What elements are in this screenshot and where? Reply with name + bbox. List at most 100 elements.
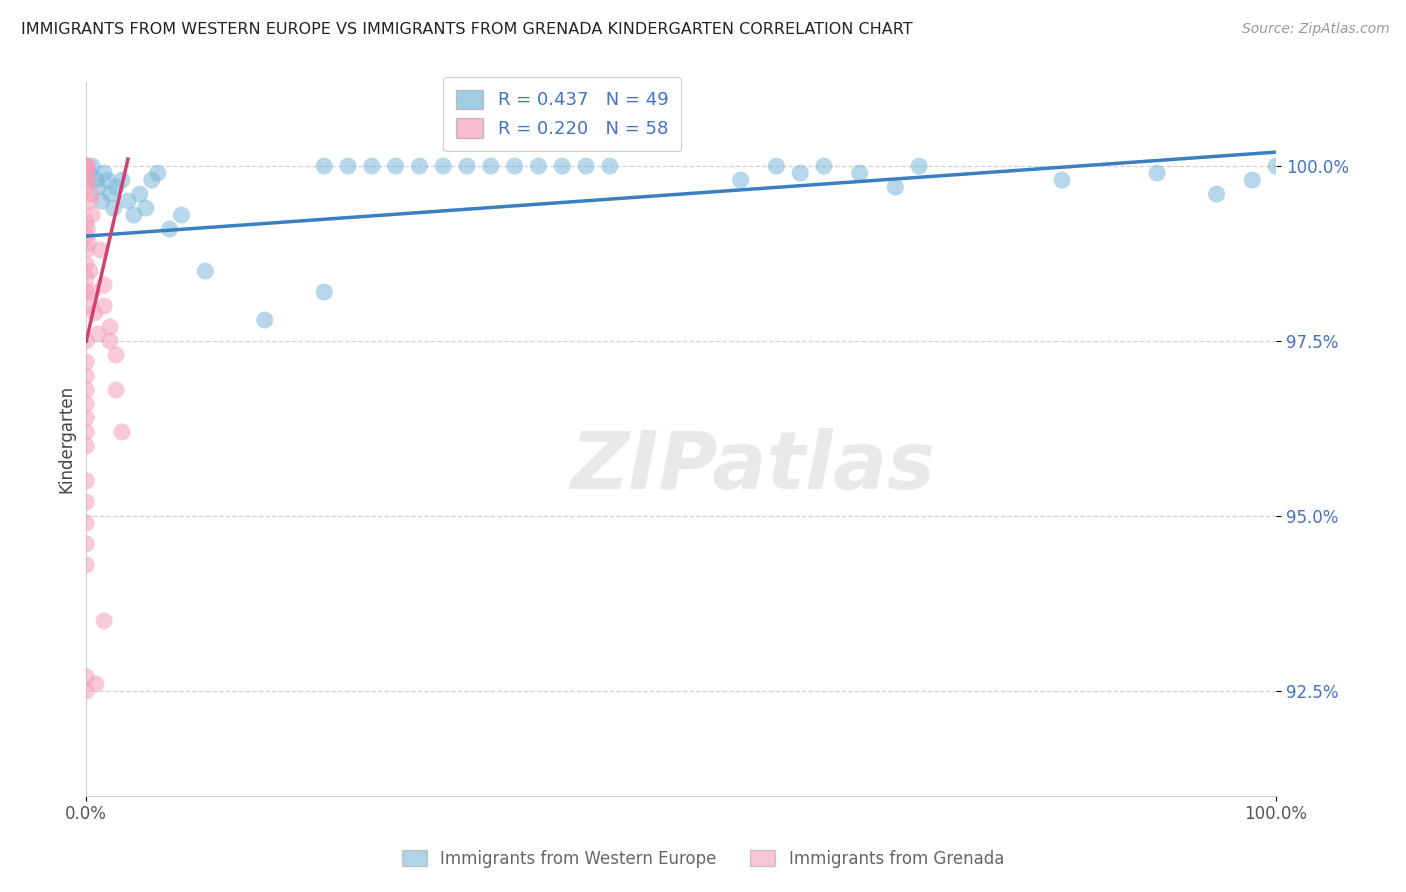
- Point: [1050, 173, 1073, 187]
- Point: [98, 187, 121, 202]
- Point: [82, 159, 104, 173]
- Point: [75, 537, 97, 551]
- Point: [884, 180, 907, 194]
- Point: [1265, 159, 1288, 173]
- Point: [848, 166, 870, 180]
- Point: [456, 159, 478, 173]
- Point: [730, 173, 752, 187]
- Point: [75, 271, 97, 285]
- Point: [551, 159, 574, 173]
- Point: [384, 159, 406, 173]
- Point: [98, 334, 121, 348]
- Point: [75, 159, 97, 173]
- Point: [170, 208, 193, 222]
- Point: [360, 159, 382, 173]
- Point: [75, 257, 97, 271]
- Point: [76, 159, 98, 173]
- Point: [75, 670, 97, 684]
- Point: [75, 299, 97, 313]
- Point: [82, 208, 104, 222]
- Y-axis label: Kindergarten: Kindergarten: [58, 384, 75, 493]
- Text: Source: ZipAtlas.com: Source: ZipAtlas.com: [1241, 22, 1389, 37]
- Point: [77, 235, 100, 250]
- Point: [75, 285, 97, 299]
- Point: [908, 159, 931, 173]
- Point: [75, 215, 97, 229]
- Legend: Immigrants from Western Europe, Immigrants from Grenada: Immigrants from Western Europe, Immigran…: [395, 844, 1011, 875]
- Point: [75, 397, 97, 411]
- Point: [599, 159, 621, 173]
- Point: [75, 159, 97, 173]
- Point: [575, 159, 598, 173]
- Point: [75, 166, 97, 180]
- Point: [141, 173, 163, 187]
- Point: [1241, 173, 1264, 187]
- Point: [75, 439, 97, 453]
- Point: [84, 677, 107, 691]
- Point: [122, 208, 145, 222]
- Point: [103, 201, 125, 215]
- Point: [75, 383, 97, 397]
- Point: [111, 173, 134, 187]
- Point: [75, 474, 97, 488]
- Point: [432, 159, 454, 173]
- Point: [111, 425, 134, 439]
- Point: [813, 159, 835, 173]
- Point: [82, 285, 104, 299]
- Point: [75, 516, 97, 530]
- Point: [105, 348, 128, 362]
- Point: [87, 326, 110, 341]
- Text: IMMIGRANTS FROM WESTERN EUROPE VS IMMIGRANTS FROM GRENADA KINDERGARTEN CORRELATI: IMMIGRANTS FROM WESTERN EUROPE VS IMMIGR…: [21, 22, 912, 37]
- Point: [76, 222, 98, 236]
- Point: [105, 180, 128, 194]
- Point: [93, 278, 115, 293]
- Point: [80, 187, 103, 202]
- Point: [1205, 187, 1227, 202]
- Point: [105, 383, 128, 397]
- Point: [75, 159, 97, 173]
- Point: [97, 173, 120, 187]
- Point: [408, 159, 430, 173]
- Point: [253, 313, 276, 327]
- Point: [135, 201, 157, 215]
- Point: [337, 159, 360, 173]
- Point: [75, 180, 97, 194]
- Point: [117, 194, 139, 208]
- Point: [77, 166, 100, 180]
- Point: [765, 159, 787, 173]
- Point: [93, 166, 115, 180]
- Point: [93, 614, 115, 628]
- Point: [75, 558, 97, 572]
- Point: [93, 299, 115, 313]
- Point: [128, 187, 150, 202]
- Point: [75, 411, 97, 425]
- Point: [146, 166, 169, 180]
- Point: [75, 229, 97, 244]
- Point: [90, 243, 112, 257]
- Point: [75, 334, 97, 348]
- Point: [75, 173, 97, 187]
- Point: [75, 369, 97, 384]
- Point: [159, 222, 181, 236]
- Point: [1146, 166, 1168, 180]
- Point: [98, 320, 121, 334]
- Point: [79, 264, 101, 278]
- Point: [87, 180, 110, 194]
- Point: [314, 285, 336, 299]
- Point: [79, 194, 101, 208]
- Point: [194, 264, 217, 278]
- Point: [75, 683, 97, 698]
- Point: [75, 425, 97, 439]
- Point: [77, 173, 100, 187]
- Point: [314, 159, 336, 173]
- Point: [527, 159, 550, 173]
- Point: [479, 159, 502, 173]
- Point: [83, 306, 105, 320]
- Point: [90, 194, 112, 208]
- Point: [75, 243, 97, 257]
- Point: [75, 495, 97, 509]
- Legend: R = 0.437   N = 49, R = 0.220   N = 58: R = 0.437 N = 49, R = 0.220 N = 58: [443, 77, 681, 151]
- Point: [503, 159, 526, 173]
- Point: [84, 173, 107, 187]
- Point: [789, 166, 811, 180]
